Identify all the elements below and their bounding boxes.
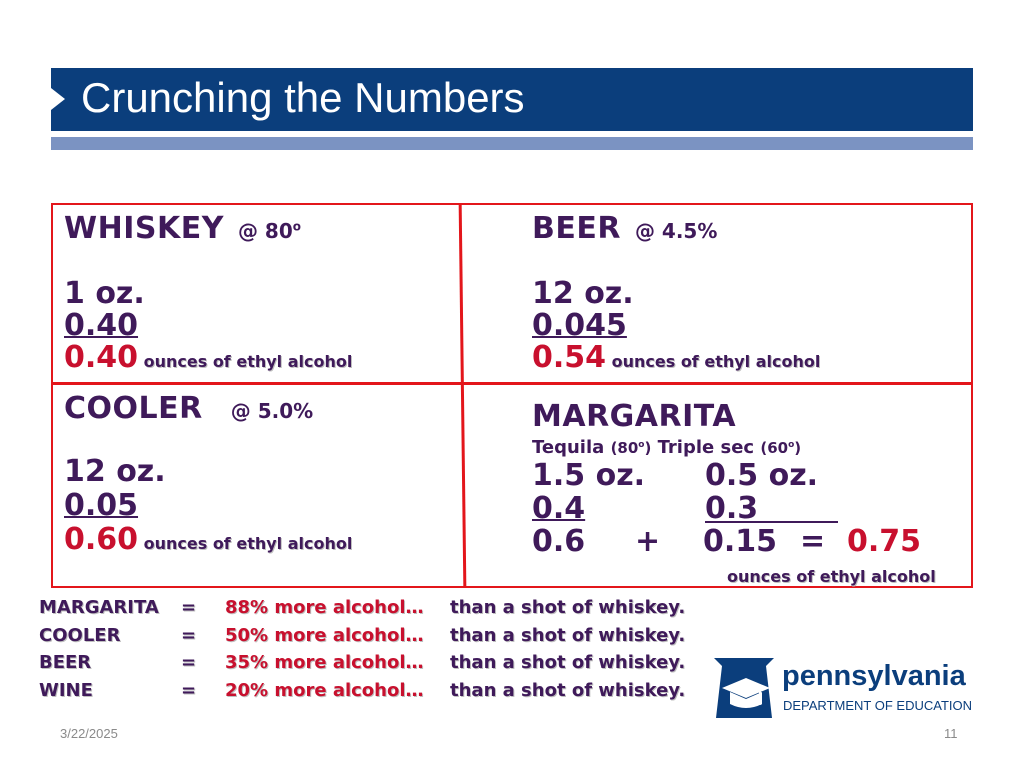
tequila-factor: 0.4 xyxy=(532,491,586,526)
cell-cooler: COOLER @ 5.0% 12 oz. 0.05 0.60 ounces of … xyxy=(64,391,454,581)
drink-strength: @ 5.0% xyxy=(230,399,314,423)
drink-name: COOLER xyxy=(64,391,203,426)
triple-sec-result: 0.15 xyxy=(703,524,778,559)
logo-name: pennsylvania xyxy=(782,660,966,692)
footer-date: 3/22/2025 xyxy=(60,726,118,741)
title-rule xyxy=(51,137,973,150)
result: 0.60 xyxy=(64,522,139,557)
amount: 12 oz. xyxy=(64,454,166,489)
cell-whiskey: WHISKEY @ 80o 1 oz. 0.40 0.40 ounces of e… xyxy=(64,211,454,379)
amount: 12 oz. xyxy=(532,276,634,311)
equals-sign: = xyxy=(800,524,826,559)
factor: 0.045 xyxy=(532,308,627,343)
drink-strength: @ 4.5% xyxy=(634,219,718,243)
plus-sign: + xyxy=(635,524,661,559)
tequila-result: 0.6 xyxy=(532,524,586,559)
result-unit: ounces of ethyl alcohol xyxy=(143,352,353,371)
keystone-icon xyxy=(714,658,774,718)
amount: 1 oz. xyxy=(64,276,145,311)
result-unit: ounces of ethyl alcohol xyxy=(143,534,353,553)
title-bar: Crunching the Numbers xyxy=(51,68,973,131)
bullet-arrow-icon xyxy=(51,88,65,110)
pa-education-logo: pennsylvania DEPARTMENT OF EDUCATION xyxy=(712,658,974,720)
triple-sec-amount: 0.5 oz. xyxy=(705,458,819,493)
drink-name: WHISKEY xyxy=(64,211,224,246)
factor: 0.05 xyxy=(64,488,139,523)
slide-number: 11 xyxy=(944,726,958,741)
cell-beer: BEER @ 4.5% 12 oz. 0.045 0.54 ounces of e… xyxy=(532,211,962,379)
drink-name: BEER xyxy=(532,211,621,246)
grid-divider-vertical xyxy=(458,205,467,586)
cell-margarita: MARGARITA Tequila (80o) Triple sec (60o)… xyxy=(532,399,972,587)
drink-strength: @ 80o xyxy=(237,219,301,243)
result-unit: ounces of ethyl alcohol xyxy=(727,567,936,586)
margarita-total: 0.75 xyxy=(847,524,922,559)
result: 0.40 xyxy=(64,340,139,375)
result: 0.54 xyxy=(532,340,607,375)
factor: 0.40 xyxy=(64,308,139,343)
drinks-grid: WHISKEY @ 80o 1 oz. 0.40 0.40 ounces of e… xyxy=(51,203,973,588)
drink-name: MARGARITA xyxy=(532,399,737,434)
result-unit: ounces of ethyl alcohol xyxy=(611,352,821,371)
slide-title: Crunching the Numbers xyxy=(81,74,525,121)
triple-sec-factor: 0.3 xyxy=(705,492,838,525)
logo-subtitle: DEPARTMENT OF EDUCATION xyxy=(783,698,972,713)
tequila-amount: 1.5 oz. xyxy=(532,458,646,493)
ingredients: Tequila (80o) Triple sec (60o) xyxy=(532,437,802,458)
grid-divider-horizontal xyxy=(53,382,971,385)
